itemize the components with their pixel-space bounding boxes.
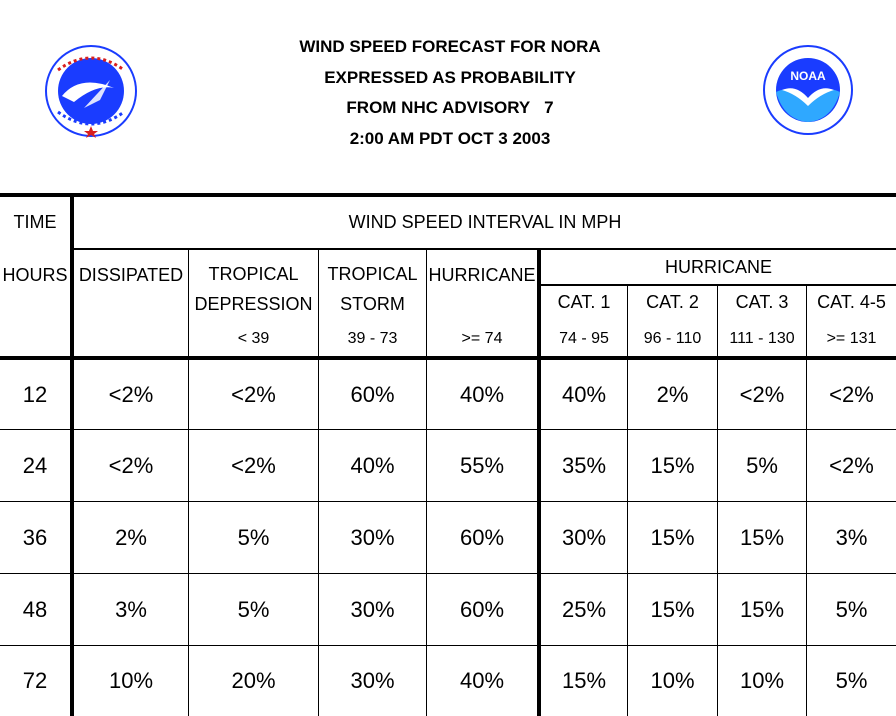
probability-cell: 15% [739,524,785,550]
probability-cell: 3% [835,524,868,550]
probability-cell: 40% [459,668,505,693]
cat1-header: CAT. 1 [557,291,611,312]
probability-cell: 55% [459,452,505,478]
probability-cell: <2% [231,381,276,407]
title-line-2: EXPRESSED AS PROBABILITY [324,67,576,87]
interval-header-rule [73,248,896,250]
noaa-logo-icon: NOAA [762,44,854,136]
row-rule-2 [0,501,896,502]
title-line-3: FROM NHC ADVISORY 7 [346,98,554,117]
probability-cell: 15% [650,596,695,622]
probability-cell: <2% [108,381,154,407]
probability-cell: 20% [231,668,276,693]
hours-cell: 36 [22,524,48,550]
probability-cell: <2% [829,381,874,407]
td-header-line1: TROPICAL [208,263,299,284]
nws-logo-icon [44,44,138,138]
title-line-1: WIND SPEED FORECAST FOR NORA [299,37,601,56]
dissipated-header: DISSIPATED [78,264,184,285]
probability-cell: 40% [459,381,505,407]
probability-cell: 60% [459,596,505,622]
probability-cell: <2% [108,452,154,478]
probability-cell: 2% [656,381,689,407]
cat2-range: 96 - 110 [643,330,702,347]
probability-cell: 15% [561,668,607,693]
ts-header-line1: TROPICAL [327,263,418,284]
cat1-range: 74 - 95 [559,330,609,347]
ts-header-line2: STORM [340,293,405,314]
hu-header: HURRICANE [428,264,536,285]
probability-cell: 30% [561,524,607,550]
interval-header: WIND SPEED INTERVAL IN MPH [348,212,622,232]
noaa-logo-text: NOAA [790,69,826,83]
probability-cell: 15% [650,524,695,550]
probability-cell: 60% [350,381,395,407]
col-rule-6 [717,285,718,716]
table-top-rule [0,193,896,197]
probability-cell: <2% [231,452,276,478]
probability-cell: 2% [115,524,147,550]
probability-cell: 40% [561,381,607,407]
td-header-line2: DEPRESSION [194,293,313,314]
probability-cell: 5% [746,452,778,478]
cat3-header: CAT. 3 [735,291,789,312]
cat2-header: CAT. 2 [646,291,699,312]
hu-range: >= 74 [461,330,503,347]
ts-range: 39 - 73 [347,330,398,347]
probability-cell: 30% [350,524,395,550]
row-rule-3 [0,573,896,574]
probability-cell: 10% [108,668,154,693]
probability-cell: <2% [829,452,874,478]
cat3-range: 111 - 130 [729,330,795,347]
probability-cell: 5% [237,596,270,622]
col-rule-2 [318,250,319,716]
col-rule-1 [188,250,189,716]
hours-cell: 48 [22,596,48,622]
hours-cell: 12 [22,381,48,407]
probability-cell: 10% [650,668,695,693]
td-range: < 39 [237,330,270,347]
probability-cell: 60% [459,524,505,550]
probability-cell: 35% [561,452,607,478]
probability-cell: 10% [739,668,785,693]
row-rule-1 [0,429,896,430]
col-rule-7 [806,285,807,716]
probability-cell: 15% [739,596,785,622]
probability-cell: 25% [561,596,607,622]
row-rule-4 [0,645,896,646]
probability-cell: 40% [350,452,395,478]
probability-cell: 15% [650,452,695,478]
hurricane-group-header: HURRICANE [664,256,772,277]
hours-cell: 72 [22,668,48,693]
probability-cell: 30% [350,668,395,693]
col-rule-3 [426,250,427,716]
cat45-range: >= 131 [826,330,877,347]
cat45-header: CAT. 4-5 [817,291,886,312]
col-rule-5 [627,285,628,716]
hurricane-group-left-rule [537,250,541,716]
forecast-title: WIND SPEED FORECAST FOR NORA EXPRESSED A… [200,32,700,154]
time-header: TIME [13,212,57,232]
header-bottom-rule [0,356,896,360]
title-line-4: 2:00 AM PDT OCT 3 2003 [349,128,551,148]
probability-cell: 5% [835,596,868,622]
hours-cell: 24 [22,452,48,478]
time-column-rule [70,193,74,716]
probability-cell: 30% [350,596,395,622]
probability-cell: 5% [237,524,270,550]
probability-cell: 5% [835,668,868,693]
probability-cell: 3% [115,596,147,622]
probability-cell: <2% [739,381,785,407]
hours-header: HOURS [2,264,68,285]
